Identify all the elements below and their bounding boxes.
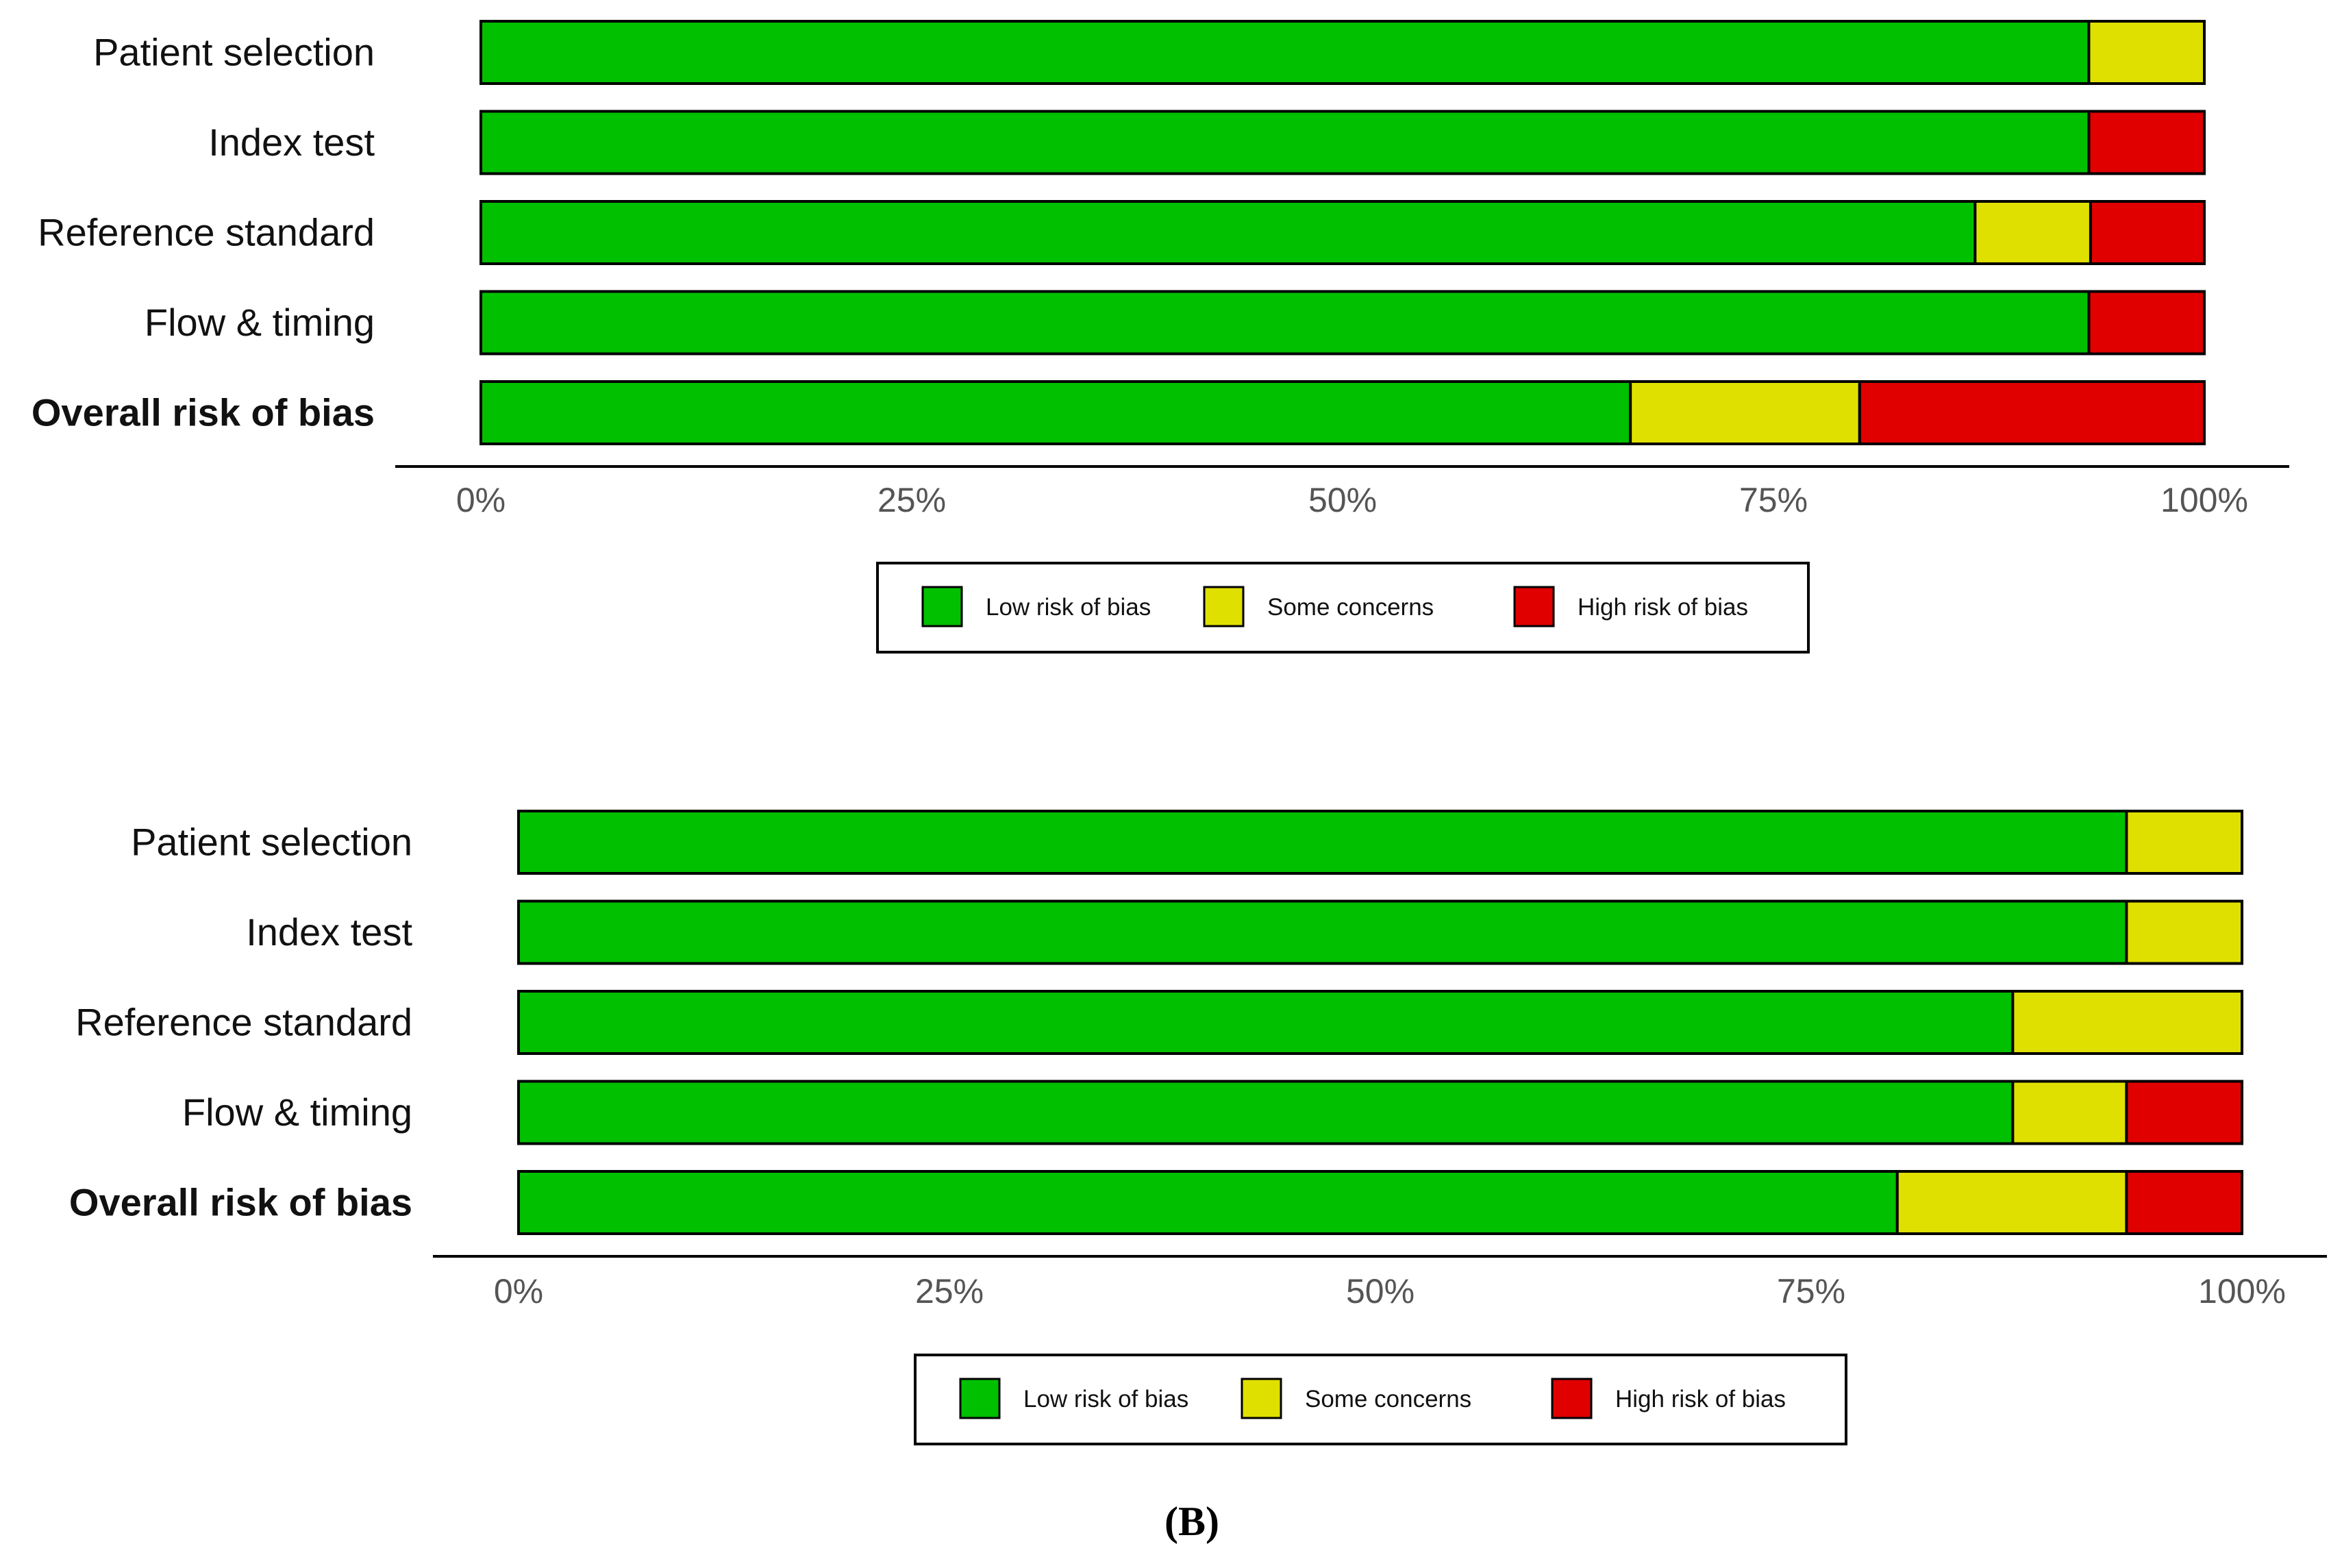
category-label-flow-timing: Flow & timing	[182, 1091, 412, 1134]
legend-swatch-low-risk-of-bias	[921, 586, 963, 627]
chart-panel-1: Patient selection Index test Reference sta…	[32, 20, 2289, 654]
x-tick-label: 0%	[456, 481, 506, 519]
x-tick-label: 75%	[1777, 1272, 1845, 1310]
category-label-patient-selection: Patient selection	[93, 31, 375, 74]
bar-segment-low-risk-of-bias-reference-standard	[517, 990, 2015, 1055]
chart-panel-2: Patient selection Index test Reference sta…	[69, 810, 2327, 1544]
category-label-index-test: Index test	[208, 121, 375, 164]
bar-segment-high-risk-of-bias-overall-risk-of-bias	[1858, 380, 2206, 445]
legend-label-high-risk-of-bias: High risk of bias	[1615, 1386, 1786, 1413]
bar-segment-low-risk-of-bias-patient-selection	[517, 810, 2128, 875]
legend-box	[876, 562, 1810, 654]
bar-segment-high-risk-of-bias-flow-timing	[2087, 290, 2206, 356]
legend-swatch-some-concerns	[1203, 586, 1245, 627]
x-tick-label: 100%	[2198, 1272, 2286, 1310]
legend-swatch-low-risk-of-bias	[959, 1378, 1001, 1419]
x-tick-label: 100%	[2160, 481, 2248, 519]
legend-label-some-concerns: Some concerns	[1267, 594, 1434, 621]
category-label-flow-timing: Flow & timing	[145, 301, 375, 344]
legend-label-some-concerns: Some concerns	[1305, 1386, 1471, 1413]
x-tick-label: 50%	[1346, 1272, 1415, 1310]
legend: Low risk of bias Some concerns High risk o…	[914, 1354, 1847, 1445]
bar-segment-low-risk-of-bias-overall-risk-of-bias	[479, 380, 1632, 445]
legend-swatch-high-risk-of-bias	[1551, 1378, 1593, 1419]
bar-segment-high-risk-of-bias-overall-risk-of-bias	[2125, 1170, 2243, 1235]
bar-segment-some-concerns-index-test	[2125, 899, 2243, 965]
legend-label-low-risk-of-bias: Low risk of bias	[1023, 1386, 1188, 1413]
bar-segment-low-risk-of-bias-flow-timing	[479, 290, 2091, 356]
bar-segment-high-risk-of-bias-reference-standard	[2089, 200, 2206, 265]
bar-segment-some-concerns-patient-selection	[2087, 20, 2206, 85]
category-label-index-test: Index test	[246, 910, 412, 954]
bar-segment-high-risk-of-bias-index-test	[2087, 110, 2206, 175]
bar-segment-low-risk-of-bias-index-test	[517, 899, 2128, 965]
legend-label-high-risk-of-bias: High risk of bias	[1578, 594, 1748, 621]
category-label-overall-risk-of-bias: Overall risk of bias	[69, 1181, 412, 1224]
x-tick-label: 50%	[1308, 481, 1377, 519]
bar-segment-low-risk-of-bias-overall-risk-of-bias	[517, 1170, 1899, 1235]
x-tick-label: 25%	[915, 1272, 984, 1310]
bar-segment-high-risk-of-bias-flow-timing	[2125, 1080, 2243, 1145]
bar-segment-some-concerns-overall-risk-of-bias	[1895, 1170, 2128, 1235]
category-label-reference-standard: Reference standard	[75, 1001, 412, 1044]
legend-box	[914, 1354, 1847, 1445]
legend-swatch-high-risk-of-bias	[1513, 586, 1555, 627]
category-label-patient-selection: Patient selection	[131, 821, 412, 864]
bar-segment-some-concerns-reference-standard	[2011, 990, 2244, 1055]
bar-segment-low-risk-of-bias-index-test	[479, 110, 2091, 175]
panel-caption: (B)	[1164, 1499, 1219, 1544]
x-tick-label: 25%	[877, 481, 946, 519]
legend-swatch-some-concerns	[1241, 1378, 1282, 1419]
bar-segment-low-risk-of-bias-flow-timing	[517, 1080, 2015, 1145]
legend: Low risk of bias Some concerns High risk o…	[876, 562, 1810, 654]
bar-segment-low-risk-of-bias-reference-standard	[479, 200, 1977, 265]
legend-label-low-risk-of-bias: Low risk of bias	[986, 594, 1151, 621]
x-tick-label: 0%	[494, 1272, 543, 1310]
x-tick-label: 75%	[1739, 481, 1808, 519]
bar-segment-low-risk-of-bias-patient-selection	[479, 20, 2091, 85]
bar-segment-some-concerns-patient-selection	[2125, 810, 2243, 875]
category-label-reference-standard: Reference standard	[38, 211, 375, 254]
bar-segment-some-concerns-reference-standard	[1973, 200, 2092, 265]
bar-segment-some-concerns-overall-risk-of-bias	[1629, 380, 1861, 445]
bar-segment-some-concerns-flow-timing	[2011, 1080, 2128, 1145]
category-label-overall-risk-of-bias: Overall risk of bias	[32, 391, 375, 434]
